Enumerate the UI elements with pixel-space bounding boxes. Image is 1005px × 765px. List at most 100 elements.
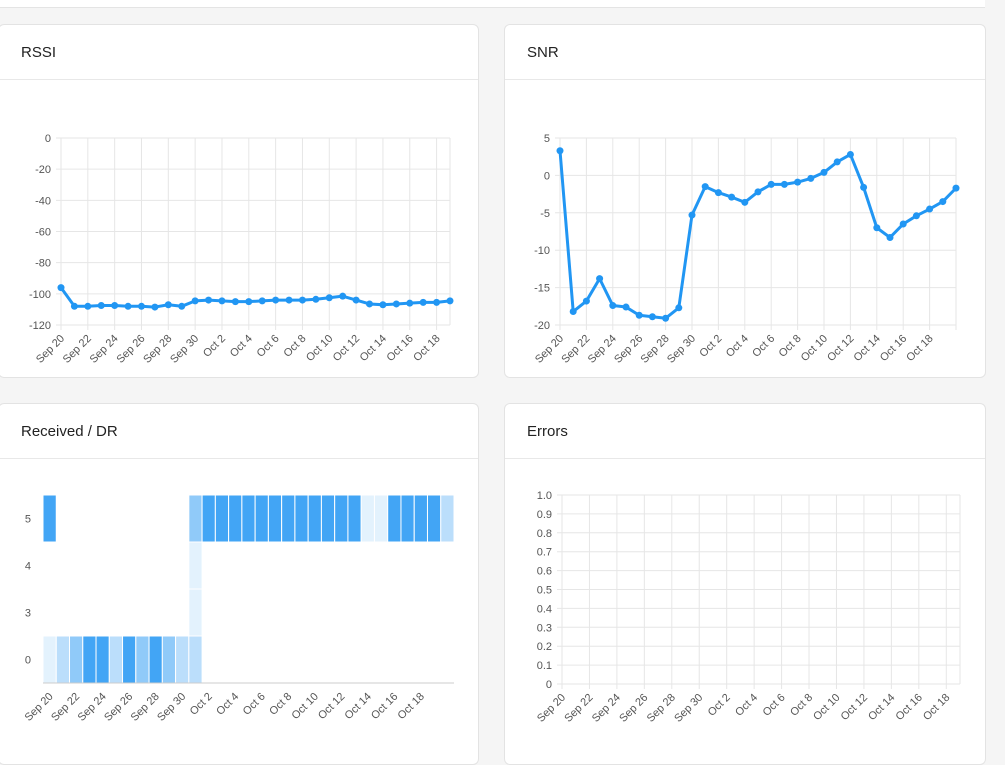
data-point	[846, 150, 854, 158]
data-point	[701, 183, 709, 191]
x-tick-label: Sep 24	[76, 691, 109, 724]
heatmap-cell	[294, 494, 309, 543]
x-tick-label: Oct 12	[331, 333, 362, 364]
data-point	[339, 292, 347, 300]
data-point	[780, 180, 788, 188]
data-point	[767, 180, 775, 188]
x-tick-label: Oct 10	[799, 333, 830, 364]
x-tick-label: Oct 4	[733, 692, 760, 719]
data-point	[899, 220, 907, 228]
rssi-card-title: RSSI	[0, 25, 478, 80]
data-point	[406, 299, 414, 307]
x-tick-label: Oct 18	[921, 692, 952, 723]
y-tick-label: -120	[29, 320, 51, 332]
y-tick-label: 3	[25, 608, 31, 620]
y-tick-label: 1.0	[537, 490, 552, 502]
data-point	[231, 298, 239, 306]
heatmap-cell	[82, 635, 97, 684]
x-tick-label: Oct 2	[188, 691, 215, 718]
x-tick-label: Sep 30	[155, 691, 188, 724]
heatmap-cell	[188, 494, 203, 543]
data-point	[433, 298, 441, 306]
x-tick-label: Sep 28	[141, 333, 174, 366]
data-point	[258, 297, 266, 305]
y-tick-label: 4	[25, 561, 31, 573]
data-point	[833, 158, 841, 166]
data-point	[205, 296, 213, 304]
heatmap-cell	[135, 635, 150, 684]
x-tick-label: Sep 28	[639, 333, 672, 366]
data-point	[57, 284, 65, 292]
data-point	[596, 275, 604, 283]
heatmap-cell	[241, 494, 256, 543]
data-point	[582, 297, 590, 305]
x-tick-label: Oct 6	[750, 333, 777, 360]
snr-card: SNR 5 0 -5 -10 -15 -20 Sep 20 Sep 22 Sep 24 Sep 2…	[504, 24, 986, 378]
x-tick-label: Oct 12	[316, 691, 347, 722]
y-tick-label: 0.6	[537, 566, 552, 578]
x-tick-label: Oct 16	[384, 333, 415, 364]
heatmap-cell	[400, 494, 415, 543]
y-tick-label: 0.3	[537, 622, 552, 634]
x-tick-label: Sep 28	[645, 692, 678, 725]
x-tick-label: Sep 30	[168, 333, 201, 366]
y-tick-label: 5	[544, 133, 550, 145]
data-point	[688, 211, 696, 219]
x-tick-label: Sep 28	[129, 691, 162, 724]
data-point	[675, 304, 683, 312]
heatmap-cell	[42, 635, 57, 684]
heatmap-cell	[108, 635, 124, 684]
x-tick-label: Sep 30	[672, 692, 705, 725]
data-point	[556, 147, 564, 155]
data-point	[70, 302, 78, 310]
data-point	[714, 189, 722, 197]
x-tick-label: Sep 26	[102, 691, 135, 724]
heatmap-cell	[254, 494, 269, 543]
data-point	[860, 183, 868, 191]
heatmap-cell	[188, 635, 203, 684]
data-point	[151, 303, 159, 311]
x-tick-label: Oct 14	[343, 691, 374, 722]
x-tick-label: Sep 22	[562, 692, 595, 725]
data-point	[622, 303, 630, 311]
data-point	[392, 300, 400, 308]
y-tick-label: -20	[534, 320, 550, 332]
x-tick-label: Sep 20	[535, 692, 568, 725]
x-tick-label: Oct 2	[697, 333, 724, 360]
heatmap-cell	[281, 494, 296, 543]
data-point	[794, 178, 802, 186]
data-point	[886, 233, 894, 241]
series-line	[59, 286, 451, 309]
data-point	[366, 300, 374, 308]
x-tick-label: Sep 24	[88, 333, 121, 366]
heatmap-cell	[307, 494, 322, 543]
data-point	[245, 298, 253, 306]
snr-card-title: SNR	[505, 25, 985, 80]
data-point	[178, 302, 186, 310]
y-tick-label: -10	[534, 245, 550, 257]
heatmap-cell	[201, 494, 216, 543]
data-point	[648, 313, 656, 321]
data-point	[609, 302, 617, 310]
y-tick-label: 0.1	[537, 660, 552, 672]
heatmap-cell	[440, 494, 455, 543]
x-tick-label: Sep 26	[612, 333, 645, 366]
heatmap-cell	[320, 494, 336, 543]
x-tick-label: Oct 2	[201, 333, 228, 360]
data-point	[325, 294, 333, 302]
y-tick-label: -80	[35, 258, 51, 270]
x-tick-label: Oct 4	[214, 691, 241, 718]
x-tick-label: Oct 4	[724, 333, 751, 360]
data-point	[446, 297, 454, 305]
errors-card-title: Errors	[505, 404, 985, 459]
x-tick-label: Oct 18	[904, 333, 935, 364]
data-point	[137, 302, 145, 310]
x-tick-label: Oct 10	[811, 692, 842, 723]
x-tick-label: Oct 14	[866, 692, 897, 723]
heatmap-cell	[214, 494, 230, 543]
y-tick-label: -100	[29, 289, 51, 301]
heatmap-cell	[55, 635, 71, 684]
received-dr-card-title: Received / DR	[0, 404, 478, 459]
